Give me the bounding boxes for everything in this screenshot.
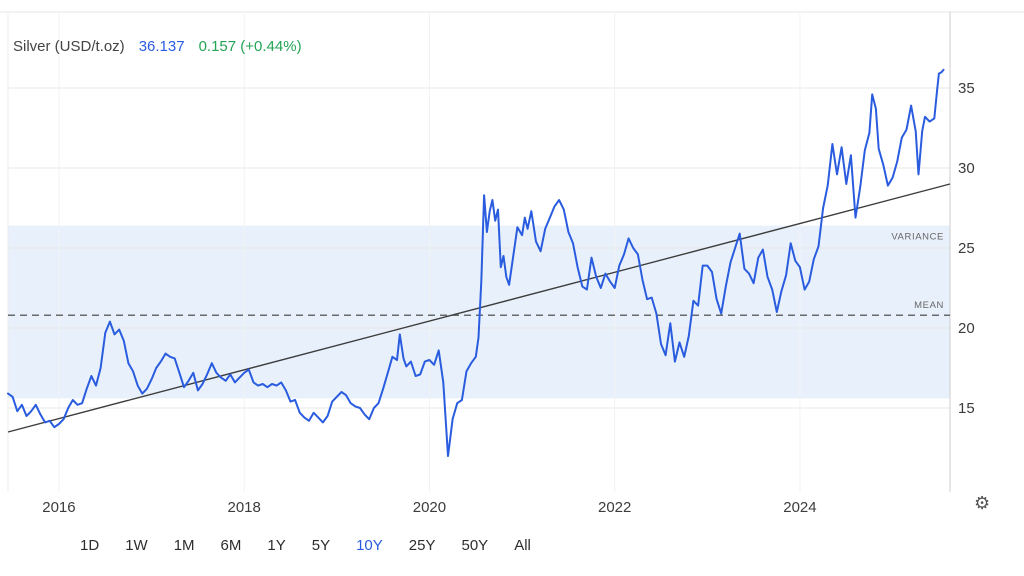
range-button-10y[interactable]: 10Y [356, 537, 383, 554]
variance-label: VARIANCE [891, 232, 944, 243]
range-button-1d[interactable]: 1D [80, 537, 100, 554]
range-button-1m[interactable]: 1M [173, 537, 195, 554]
x-axis-label: 2020 [413, 499, 446, 516]
price-line [7, 68, 945, 457]
y-axis-label: 20 [958, 320, 975, 337]
range-button-50y[interactable]: 50Y [461, 537, 489, 554]
range-button-1w[interactable]: 1W [125, 537, 148, 554]
y-axis-label: 35 [958, 80, 975, 97]
y-axis-label: 30 [958, 160, 975, 177]
range-button-6m[interactable]: 6M [220, 537, 242, 554]
instrument-name: Silver (USD/t.oz) [13, 38, 125, 55]
range-button-1y[interactable]: 1Y [267, 537, 286, 554]
settings-gear-icon[interactable]: ⚙ [974, 493, 991, 513]
range-button-5y[interactable]: 5Y [311, 537, 331, 554]
y-axis-label: 15 [958, 400, 975, 417]
x-axis-label: 2024 [783, 499, 816, 516]
last-price: 36.137 [138, 38, 185, 55]
range-button-25y[interactable]: 25Y [408, 537, 436, 554]
range-toolbar: 1D 1W 1M 6M 1Y 5Y 10Y 25Y 50Y All [80, 537, 531, 554]
x-axis-label: 2016 [42, 499, 75, 516]
x-axis-label: 2018 [228, 499, 261, 516]
range-button-all[interactable]: All [514, 537, 531, 554]
x-axis-label: 2022 [598, 499, 631, 516]
chart-header: Silver (USD/t.oz) 36.137 0.157 (+0.44%) [13, 38, 302, 55]
mean-label: MEAN [914, 300, 944, 311]
price-change: 0.157 (+0.44%) [198, 38, 302, 55]
y-axis-label: 25 [958, 240, 975, 257]
